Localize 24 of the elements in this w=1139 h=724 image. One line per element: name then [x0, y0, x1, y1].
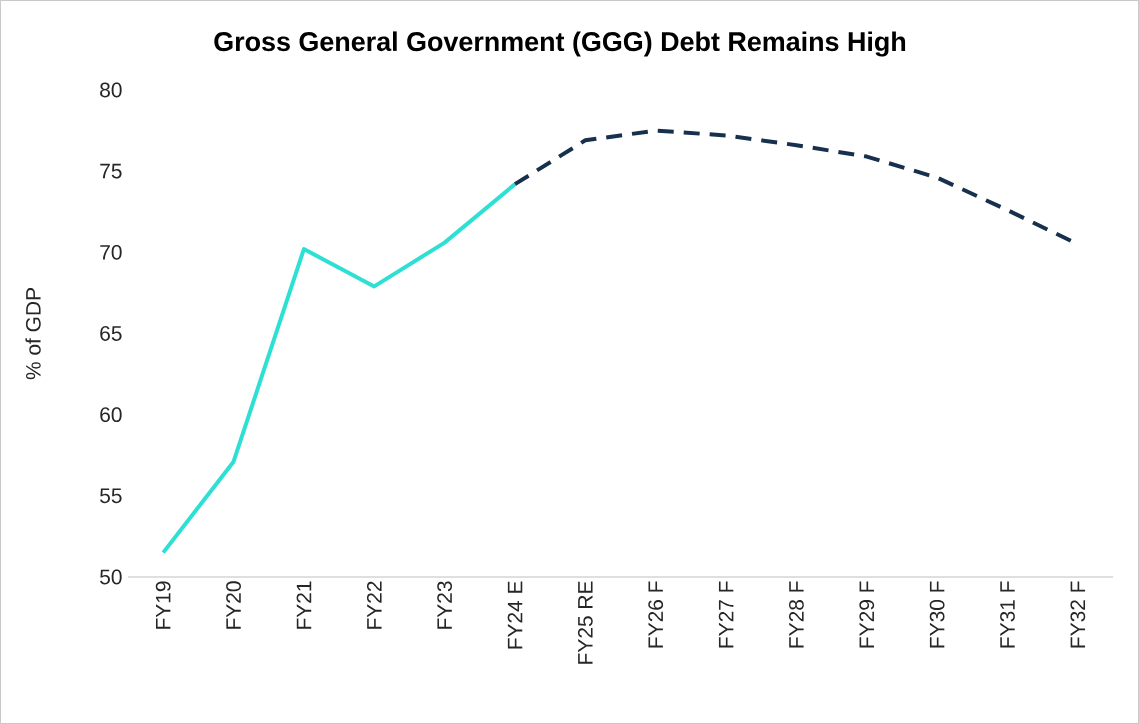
chart-title: Gross General Government (GGG) Debt Remains High	[214, 31, 906, 57]
y-tick-label: 55	[100, 488, 122, 504]
x-tick-label: FY20	[226, 581, 241, 629]
y-tick-label: 70	[100, 244, 122, 260]
y-tick-label: 65	[100, 326, 122, 341]
x-tick-label: FY29 F	[859, 581, 875, 648]
x-tick-label: FY28 F	[788, 581, 804, 648]
y-tick-label: 75	[100, 163, 122, 179]
y-tick-label: 80	[100, 82, 122, 98]
x-tick-label: FY22	[366, 581, 382, 629]
x-tick-label: FY23	[437, 581, 453, 629]
x-tick-label: FY31 F	[1000, 581, 1015, 648]
y-axis-title: % of GDP	[25, 288, 41, 380]
x-tick-label: FY30 F	[929, 581, 945, 648]
x-tick-label: FY26 F	[648, 581, 664, 648]
x-tick-label: FY19	[155, 581, 171, 629]
x-tick-label: FY32 F	[1070, 581, 1086, 648]
y-tick-label: 50	[100, 569, 122, 585]
line-series	[161, 182, 517, 555]
x-tick-label: FY25 RE	[577, 581, 593, 664]
y-tick-label: 60	[100, 407, 122, 423]
x-tick-label: FY24 E	[507, 581, 523, 649]
x-tick-label: FY27 F	[718, 581, 734, 648]
x-tick-label: FY21	[296, 581, 312, 629]
